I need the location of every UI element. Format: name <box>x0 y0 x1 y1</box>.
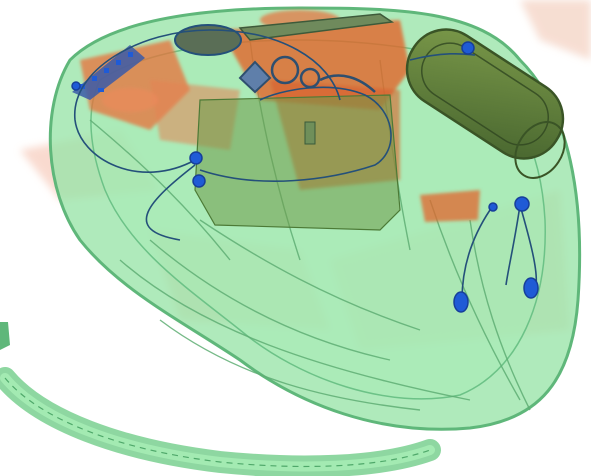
strap-end <box>0 322 10 350</box>
cable-loops <box>74 29 538 301</box>
cylindrical-container <box>405 28 566 179</box>
key-ring <box>238 55 376 145</box>
dense-block <box>194 94 401 231</box>
oval-pouch <box>174 24 242 56</box>
zip-band <box>238 13 395 41</box>
shoulder-strap <box>0 367 441 476</box>
earphone-buds <box>71 41 539 313</box>
